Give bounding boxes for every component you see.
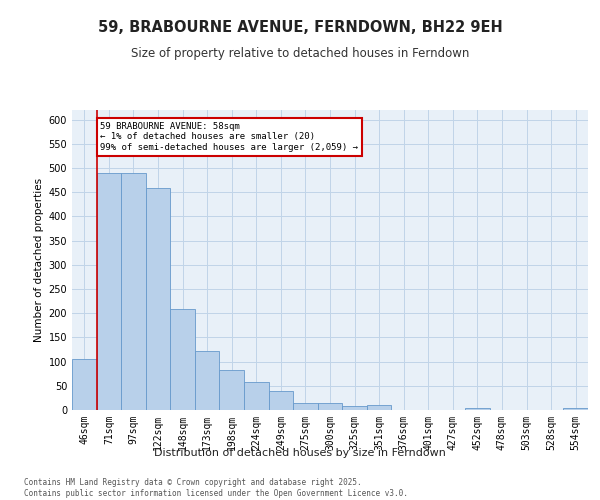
Text: 59 BRABOURNE AVENUE: 58sqm
← 1% of detached houses are smaller (20)
99% of semi-: 59 BRABOURNE AVENUE: 58sqm ← 1% of detac… xyxy=(100,122,358,152)
Bar xyxy=(563,408,588,410)
Bar xyxy=(293,402,318,410)
Text: Contains HM Land Registry data © Crown copyright and database right 2025.
Contai: Contains HM Land Registry data © Crown c… xyxy=(24,478,408,498)
Bar xyxy=(342,406,367,410)
Bar xyxy=(367,405,391,410)
Text: 59, BRABOURNE AVENUE, FERNDOWN, BH22 9EH: 59, BRABOURNE AVENUE, FERNDOWN, BH22 9EH xyxy=(98,20,502,35)
Text: Size of property relative to detached houses in Ferndown: Size of property relative to detached ho… xyxy=(131,48,469,60)
Bar xyxy=(244,382,269,410)
Text: Distribution of detached houses by size in Ferndown: Distribution of detached houses by size … xyxy=(154,448,446,458)
Y-axis label: Number of detached properties: Number of detached properties xyxy=(34,178,44,342)
Bar xyxy=(72,359,97,410)
Bar xyxy=(121,173,146,410)
Bar xyxy=(318,402,342,410)
Bar xyxy=(170,310,195,410)
Bar xyxy=(465,408,490,410)
Bar xyxy=(97,173,121,410)
Bar xyxy=(220,370,244,410)
Bar xyxy=(146,188,170,410)
Bar xyxy=(195,351,220,410)
Bar xyxy=(269,390,293,410)
